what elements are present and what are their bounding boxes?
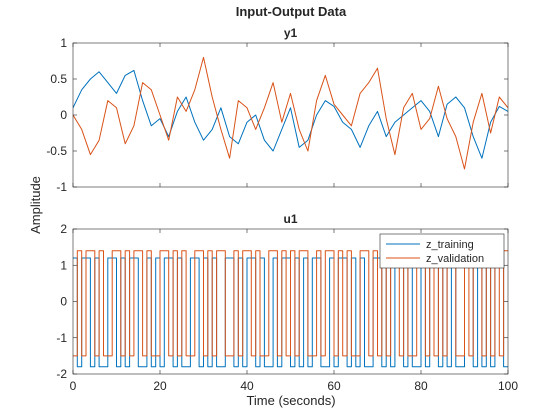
y-tick-label-u1: -2: [56, 367, 67, 381]
legend-label-z_validation: z_validation: [426, 253, 484, 265]
y-tick-label-u1: 2: [60, 222, 67, 236]
series-line-y1-z_validation: [73, 56, 508, 170]
x-tick-label: 40: [240, 379, 254, 393]
y-tick-label-y1: -1: [56, 180, 67, 194]
x-tick-label: 100: [498, 379, 518, 393]
y-tick-label-y1: 1: [60, 36, 67, 50]
legend-label-z_training: z_training: [426, 239, 474, 251]
y-tick-label-u1: -1: [56, 331, 67, 345]
subplot-title-y1: y1: [284, 26, 298, 40]
x-tick-label: 60: [327, 379, 341, 393]
y-tick-label-y1: 0: [60, 108, 67, 122]
series-line-u1-z_validation: [73, 250, 508, 357]
subplot-y1: y1 -1 -0.5 0 0.5 1: [46, 26, 509, 194]
y-tick-label-y1: -0.5: [46, 144, 67, 158]
x-axis-label: Time (seconds): [246, 393, 335, 408]
x-tick-label: 80: [414, 379, 428, 393]
axes-box-y1: [72, 42, 509, 188]
y-tick-label-u1: 1: [60, 258, 67, 272]
y-tick-label-u1: 0: [60, 295, 67, 309]
series-line-y1-z_training: [73, 69, 508, 159]
y-axis-label: Amplitude: [28, 176, 43, 234]
subplot-title-u1: u1: [283, 212, 297, 226]
x-tick-label: 0: [70, 379, 77, 393]
figure-title: Input-Output Data: [236, 4, 347, 19]
x-tick-label: 20: [153, 379, 167, 393]
legend[interactable]: z_training z_validation: [379, 233, 505, 269]
legend-box: [379, 233, 505, 269]
y-tick-label-y1: 0.5: [50, 72, 67, 86]
